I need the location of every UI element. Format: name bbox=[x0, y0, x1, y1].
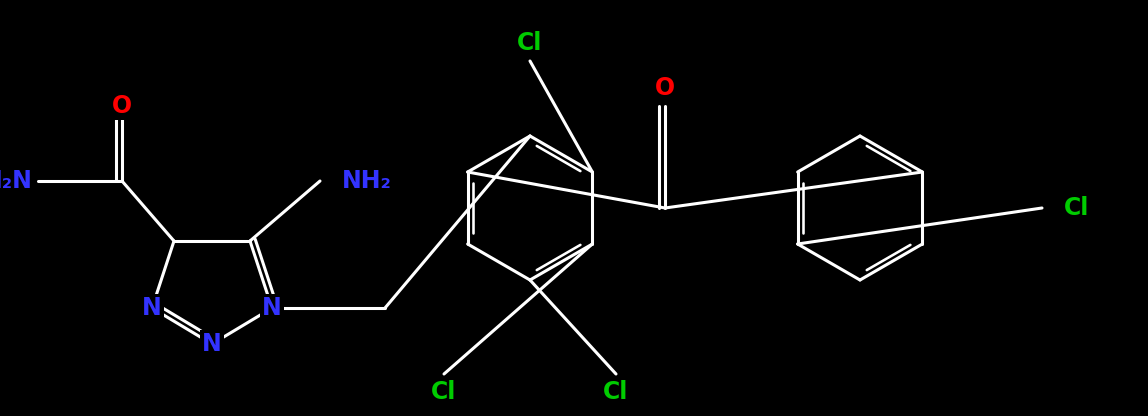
Text: Cl: Cl bbox=[1064, 196, 1089, 220]
Text: N: N bbox=[202, 332, 222, 356]
Text: NH₂: NH₂ bbox=[342, 169, 391, 193]
Text: Cl: Cl bbox=[432, 380, 457, 404]
Text: Cl: Cl bbox=[604, 380, 629, 404]
Text: Cl: Cl bbox=[518, 31, 543, 55]
Text: O: O bbox=[656, 76, 675, 100]
Text: N: N bbox=[262, 296, 282, 320]
Text: N: N bbox=[142, 296, 162, 320]
Text: O: O bbox=[113, 94, 132, 118]
Text: H₂N: H₂N bbox=[0, 169, 33, 193]
